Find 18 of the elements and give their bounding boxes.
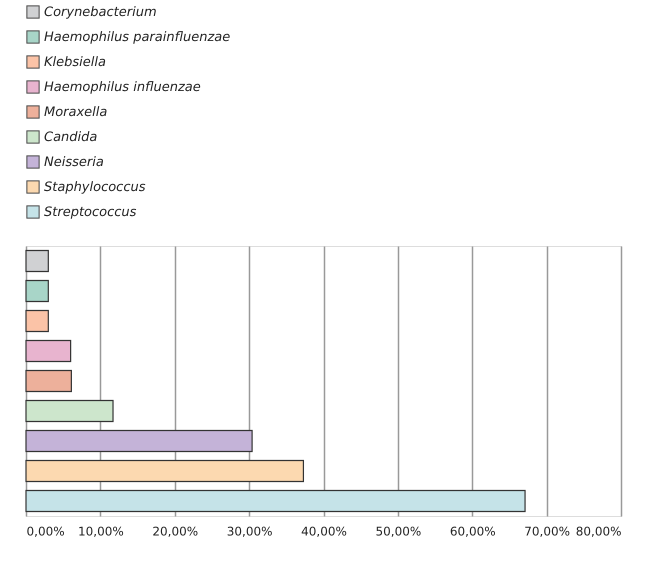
x-tick-label: 20,00% (152, 524, 198, 538)
x-tick-label: 70,00% (524, 524, 570, 538)
legend-label: Neisseria (44, 155, 104, 170)
legend-label: Klebsiella (44, 55, 106, 70)
legend-label: Haemophilus influenzae (44, 80, 201, 95)
x-tick-label: 60,00% (450, 524, 496, 538)
legend-label: Corynebacterium (44, 5, 157, 20)
x-tick-label: 30,00% (226, 524, 273, 538)
x-tick-label: 80,00% (576, 524, 622, 538)
legend-label: Candida (44, 130, 98, 145)
legend-label: Moraxella (44, 105, 108, 120)
x-tick-label: 10,00% (78, 524, 124, 538)
x-tick-label: 40,00% (301, 524, 347, 538)
x-tick-label: 0,00% (26, 524, 65, 538)
legend-label: Streptococcus (44, 205, 137, 220)
legend-label: Staphylococcus (44, 180, 146, 195)
legend-label: Haemophilus parainfluenzae (44, 30, 230, 45)
x-tick-label: 50,00% (375, 524, 422, 538)
